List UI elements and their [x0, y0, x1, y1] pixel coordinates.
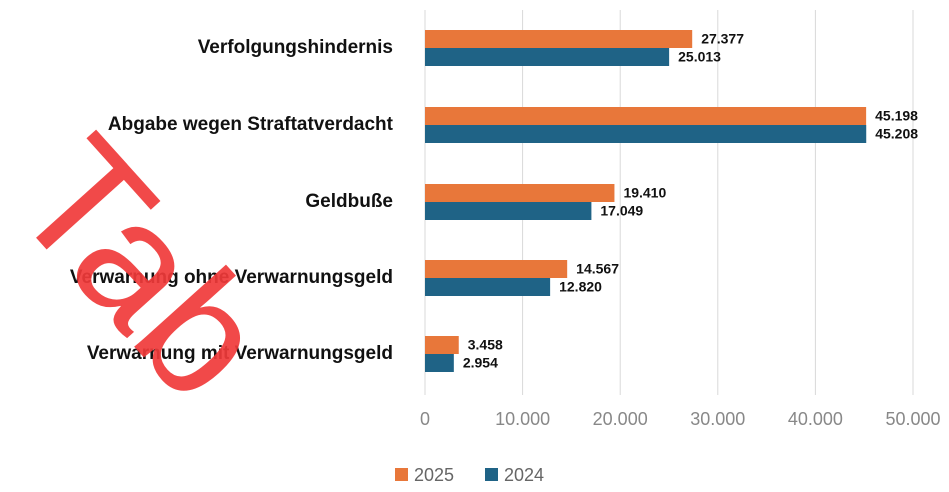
value-label: 19.410 — [623, 185, 666, 201]
bar — [425, 354, 454, 372]
category-label: Verfolgungshindernis — [198, 37, 393, 58]
legend-label: 2025 — [414, 465, 454, 485]
value-label: 17.049 — [600, 203, 643, 219]
x-tick-label: 20.000 — [593, 409, 648, 429]
value-label: 14.567 — [576, 261, 619, 277]
x-tick-label: 30.000 — [690, 409, 745, 429]
x-tick-label: 10.000 — [495, 409, 550, 429]
value-label: 25.013 — [678, 49, 721, 65]
value-label: 3.458 — [468, 337, 503, 353]
bar — [425, 125, 867, 143]
category-label: Geldbuße — [305, 191, 393, 212]
value-label: 45.208 — [875, 126, 918, 142]
value-label: 12.820 — [559, 279, 602, 295]
bar — [425, 30, 693, 48]
bar — [425, 107, 867, 125]
bar — [425, 184, 615, 202]
legend-label: 2024 — [504, 465, 544, 485]
x-tick-label: 40.000 — [788, 409, 843, 429]
value-label: 2.954 — [463, 355, 498, 371]
watermark: Tab — [0, 103, 304, 434]
x-tick-label: 50.000 — [885, 409, 940, 429]
x-tick-label: 0 — [420, 409, 430, 429]
bar — [425, 336, 459, 354]
legend-swatch — [395, 468, 408, 481]
category-label: Abgabe wegen Straftatverdacht — [108, 114, 394, 135]
value-label: 27.377 — [701, 31, 744, 47]
category-label: Verwarnung ohne Verwarnungsgeld — [70, 267, 393, 288]
bar — [425, 48, 670, 66]
bar — [425, 260, 568, 278]
bar — [425, 278, 551, 296]
value-label: 45.198 — [875, 108, 918, 124]
bar — [425, 202, 592, 220]
legend-swatch — [485, 468, 498, 481]
category-label: Verwarnung mit Verwarnungsgeld — [87, 343, 393, 364]
